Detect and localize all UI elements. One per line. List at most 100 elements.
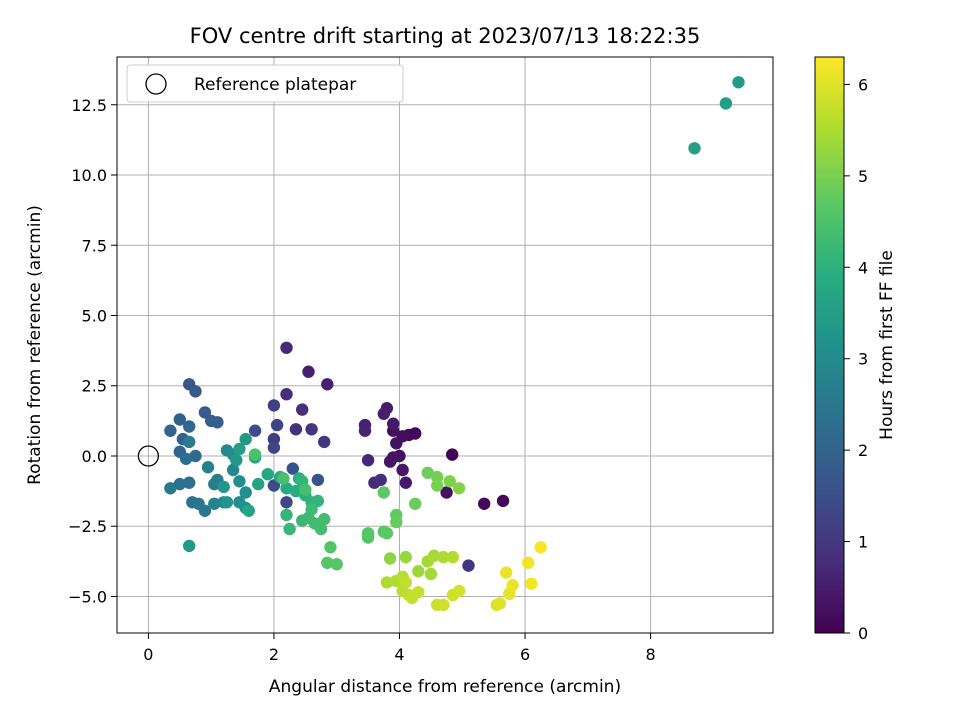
data-point [286,462,299,475]
x-tick-label: 4 [394,645,404,664]
data-point [493,597,507,610]
data-point [361,454,375,467]
legend: Reference platepar [126,64,404,103]
colorbar-tick-label: 1 [858,533,868,552]
data-point [412,565,425,578]
data-point [280,388,293,401]
data-point [324,541,337,554]
y-axis-label: Rotation from reference (arcmin) [25,205,45,485]
data-point [719,97,733,110]
data-point [496,494,510,508]
data-point [380,527,394,540]
y-tick-label: 5.0 [82,306,107,325]
data-point [280,508,293,522]
data-point [383,552,397,565]
data-point [358,424,372,437]
data-point [440,486,453,499]
data-point [280,482,293,495]
data-point [506,579,519,592]
reference-platepar-marker [137,445,160,467]
data-point [396,463,409,477]
data-point [233,442,246,456]
data-point [233,475,246,488]
data-point [283,522,296,536]
data-point [189,449,202,463]
data-point [321,378,334,391]
colorbar-gradient [814,56,845,634]
data-point [280,341,293,354]
data-point [201,461,215,474]
colorbar-label: Hours from first FF file [877,250,897,440]
grid-lines [117,57,773,633]
data-point [431,479,444,492]
data-point [452,584,466,598]
data-point [525,577,538,590]
data-points [137,76,745,612]
data-point [500,566,513,579]
data-point [189,385,202,398]
data-point [198,406,212,419]
data-point [478,497,491,510]
data-point [277,472,290,485]
chart-title: FOV centre drift starting at 2023/07/13 … [190,24,701,48]
colorbar-tick-label: 5 [858,167,868,186]
data-point [374,473,387,487]
data-point [211,416,224,429]
y-tick-label: −2.5 [68,517,107,536]
colorbar: 0 1 2 3 4 5 6 Hours from first FF file [814,56,897,643]
data-point [443,475,456,488]
data-point [164,482,177,495]
y-tick-label: 10.0 [71,166,107,185]
data-point [280,496,293,509]
data-point [305,503,318,516]
data-point [239,432,252,446]
data-point [198,504,212,517]
data-point [321,556,334,569]
data-point [173,413,186,426]
data-point [183,420,196,433]
data-point [437,550,450,564]
data-point [361,527,375,540]
data-point [179,452,193,465]
data-point [314,522,328,536]
legend-label: Reference platepar [194,75,356,95]
colorbar-tick-label: 4 [858,258,868,277]
data-point [289,484,303,498]
data-point [688,142,701,155]
data-point [377,407,390,420]
data-point [390,437,403,450]
data-point [261,468,274,481]
legend-marker-open-circle [145,73,167,95]
data-point [296,403,309,416]
data-point [173,477,186,491]
data-point [217,480,230,494]
legend-box [126,64,404,103]
data-point [289,423,303,436]
data-point [318,435,331,449]
data-point [409,497,422,510]
data-point [208,497,221,510]
data-point [399,476,412,489]
data-point [252,477,265,491]
data-point [183,435,196,449]
data-point [164,424,177,437]
data-point [270,418,284,432]
y-tick-label: −5.0 [68,587,107,606]
data-point [248,424,262,437]
y-tick-label: 12.5 [71,96,107,115]
data-point [446,550,459,564]
colorbar-tick-label: 3 [858,350,868,369]
y-tick-label: 0.0 [82,447,107,466]
x-tick-label: 2 [269,645,279,664]
data-point [267,432,281,446]
data-point [311,494,325,508]
data-point [377,486,390,499]
data-point [424,567,438,581]
data-point [239,486,252,499]
data-point [311,473,325,487]
plot-frame [116,56,774,634]
x-axis-label: Angular distance from reference (arcmin) [269,677,621,697]
data-point [452,482,466,495]
data-point [462,559,475,572]
